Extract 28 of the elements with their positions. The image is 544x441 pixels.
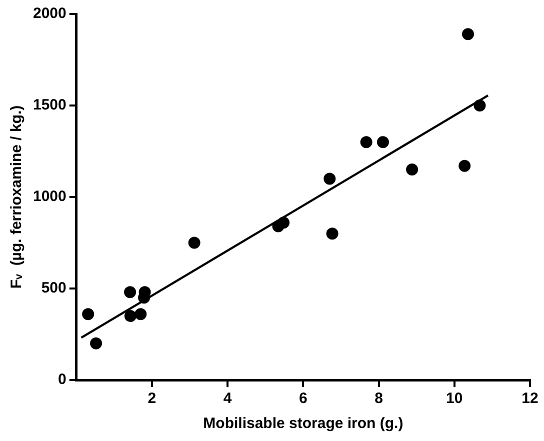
- point: [474, 100, 486, 112]
- y-tick-label: 1500: [32, 96, 66, 114]
- x-tick-label: 6: [299, 390, 308, 408]
- point: [326, 228, 338, 240]
- point: [124, 310, 136, 322]
- point: [360, 136, 372, 148]
- point: [462, 28, 474, 40]
- x-axis-title: Mobilisable storage iron (g.): [203, 415, 404, 432]
- x-tick-label: 2: [148, 390, 156, 408]
- point: [458, 160, 471, 172]
- point: [188, 236, 200, 249]
- y-tick-label: 2000: [32, 5, 66, 22]
- x-tick-label: 4: [223, 390, 232, 408]
- point: [134, 308, 147, 320]
- point: [406, 164, 418, 176]
- point: [82, 308, 94, 320]
- point: [324, 172, 336, 185]
- point: [278, 216, 290, 229]
- point: [124, 286, 136, 298]
- y-tick-label: 500: [41, 280, 66, 297]
- point: [376, 136, 389, 148]
- x-tick-label: 12: [522, 390, 538, 408]
- x-tick-label: 8: [374, 390, 383, 408]
- y-tick-label: 1000: [32, 188, 66, 206]
- x-tick-label: 10: [446, 390, 463, 408]
- y-tick-label: 0: [58, 371, 66, 388]
- point: [90, 337, 102, 350]
- y-axis-title: Fᵥ (µg. ferrioxamine / kg.): [8, 105, 26, 289]
